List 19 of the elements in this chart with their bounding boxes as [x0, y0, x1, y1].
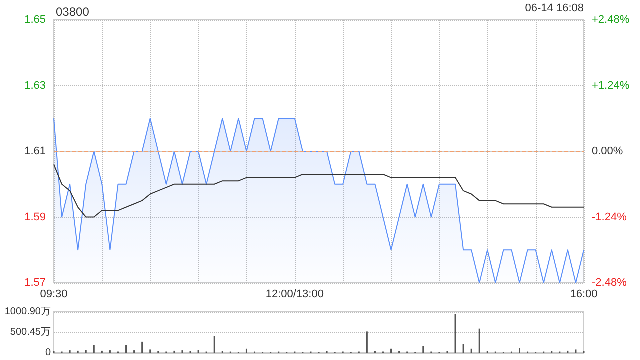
- y-tick-label: 1.61: [24, 146, 46, 158]
- x-tick-label: 16:00: [570, 288, 598, 300]
- y-tick-label: 1.59: [24, 211, 46, 224]
- y-tick-label: 1.65: [24, 14, 46, 26]
- y-tick-label: 0: [45, 348, 52, 358]
- chart-title: 03800: [56, 5, 90, 19]
- x-tick-label: 12:00/13:00: [266, 288, 324, 300]
- y2-tick-label: -1.24%: [592, 211, 628, 224]
- y-tick-label: 1.57: [24, 277, 46, 289]
- y2-tick-label: +1.24%: [592, 80, 630, 92]
- y2-tick-label: -2.48%: [592, 277, 628, 289]
- text: 06-14 16:08: [525, 2, 584, 14]
- line-series: [54, 164, 584, 218]
- x-tick-label: 09:30: [40, 288, 68, 300]
- y-tick-label: 1.63: [24, 80, 46, 92]
- y2-tick-label: 0.00%: [592, 146, 624, 158]
- y-tick-label: 1000.90万: [4, 306, 51, 318]
- y2-tick-label: +2.48%: [592, 14, 630, 26]
- y-tick-label: 500.45万: [10, 327, 51, 338]
